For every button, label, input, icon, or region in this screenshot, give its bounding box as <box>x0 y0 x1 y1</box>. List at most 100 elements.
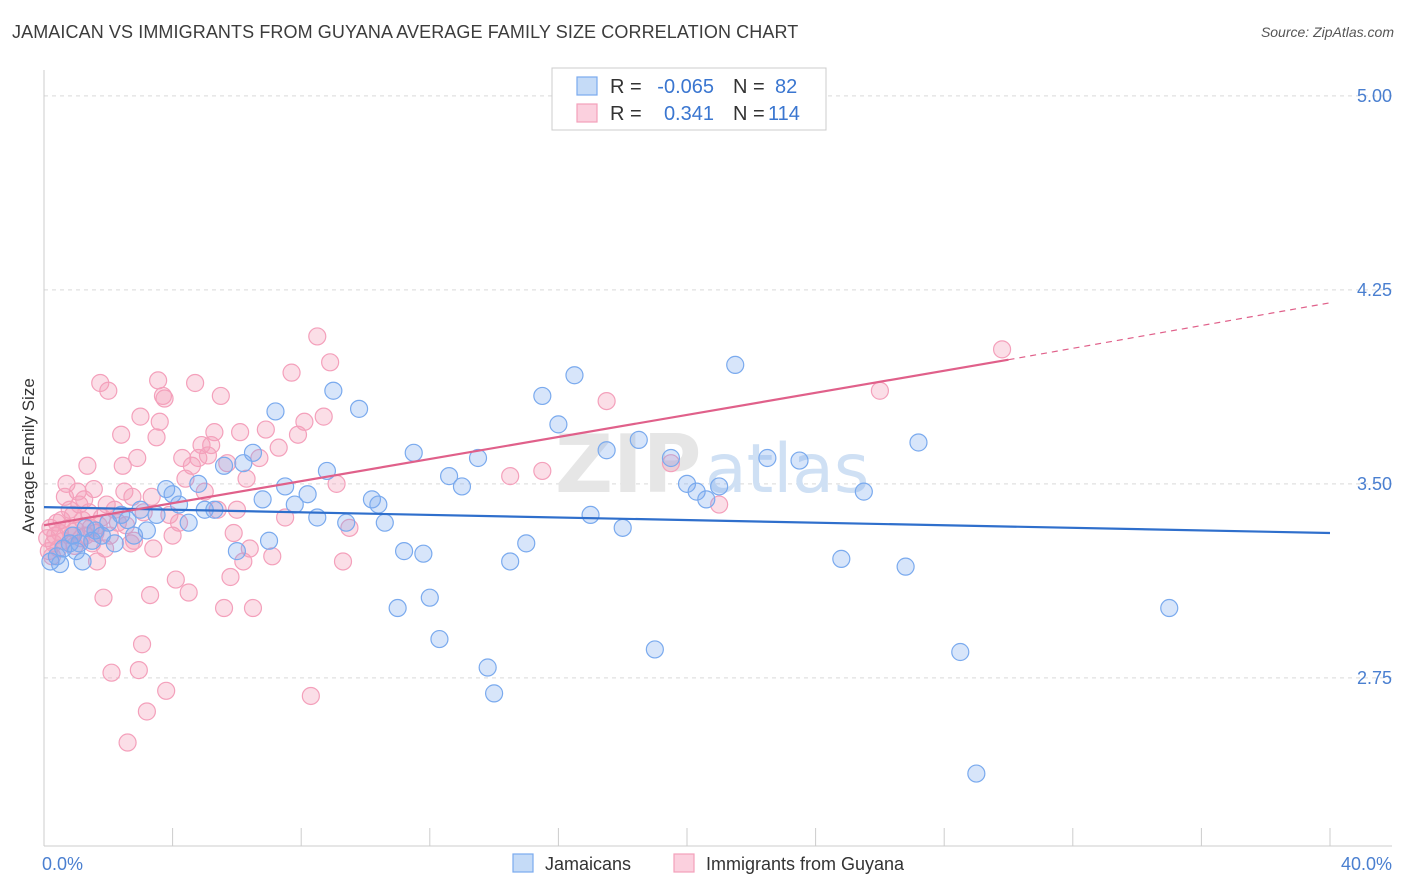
guyana-point-38 <box>99 381 118 400</box>
jamaicans-point-32 <box>253 490 272 509</box>
jamaicans-point-34 <box>266 402 285 421</box>
guyana-point-102 <box>308 327 327 346</box>
jamaicans-point-71 <box>710 477 729 496</box>
jamaicans-point-57 <box>501 552 520 571</box>
legend-swatch-jamaicans <box>576 76 598 96</box>
guyana-trend-line <box>43 358 1009 527</box>
jamaicans-point-31 <box>243 443 263 462</box>
guyana-point-62 <box>150 412 169 431</box>
stats-legend-box <box>551 67 827 131</box>
guyana-point-88 <box>231 423 250 442</box>
guyana-point-113 <box>870 381 890 400</box>
jamaicans-point-75 <box>832 549 851 568</box>
guyana-point-49 <box>123 487 142 506</box>
jamaicans-point-47 <box>394 542 414 561</box>
guyana-point-69 <box>169 513 189 532</box>
tick-labels: 2.75 3.50 4.25 5.00 0.0% 40.0% <box>42 86 1392 874</box>
guyana-point-106 <box>333 552 353 571</box>
y-tick-label-1: 3.50 <box>1357 474 1392 494</box>
jamaicans-point-80 <box>967 764 986 783</box>
jamaicans-point-24 <box>179 513 198 532</box>
guyana-point-44 <box>113 456 132 475</box>
jamaicans-point-81 <box>1160 598 1179 618</box>
jamaicans-point-59 <box>533 386 552 406</box>
jamaicans-point-76 <box>854 482 873 501</box>
jamaicans-point-63 <box>597 441 616 460</box>
chart-title: JAMAICAN VS IMMIGRANTS FROM GUYANA AVERA… <box>12 22 799 42</box>
jamaicans-point-58 <box>517 534 536 553</box>
guyana-point-94 <box>256 420 275 439</box>
guyana-point-57 <box>140 585 160 605</box>
guyana-point-54 <box>132 635 152 654</box>
legend-n-value-1: 82 <box>775 76 797 98</box>
guyana-point-97 <box>276 508 295 527</box>
guyana-point-111 <box>661 454 681 473</box>
jamaicans-point-44 <box>369 495 388 514</box>
x-tick-label-0: 0.0% <box>42 854 83 874</box>
jamaicans-point-60 <box>549 415 568 434</box>
legend-swatch-guyana <box>576 103 598 123</box>
jamaicans-point-51 <box>430 629 449 649</box>
guyana-point-100 <box>295 412 314 431</box>
y-tick-label-0: 2.75 <box>1357 668 1392 688</box>
bottom-legend-label-guyana: Immigrants from Guyana <box>706 854 905 874</box>
jamaicans-point-37 <box>298 485 317 504</box>
jamaicans-point-29 <box>227 542 246 561</box>
guyana-point-83 <box>214 598 234 618</box>
guyana-point-104 <box>321 353 340 372</box>
watermark-atlas: atlas <box>705 430 869 509</box>
guyana-point-58 <box>142 487 161 506</box>
bottom-legend-swatch-guyana <box>673 853 695 873</box>
guyana-point-92 <box>243 598 263 618</box>
guyana-point-98 <box>282 363 301 382</box>
series-jamaicans-points <box>41 355 1179 783</box>
guyana-point-47 <box>118 733 137 752</box>
guyana-point-14 <box>60 500 79 519</box>
legend-n-value-2: 114 <box>768 103 800 125</box>
guyana-point-29 <box>84 479 103 499</box>
axes <box>43 70 1392 847</box>
guyana-point-76 <box>192 435 211 455</box>
jamaicans-point-74 <box>790 451 809 470</box>
guyana-point-25 <box>78 456 97 475</box>
guyana-point-82 <box>211 386 230 406</box>
jamaicans-point-33 <box>259 531 279 550</box>
guyana-point-108 <box>501 467 520 486</box>
source-label: Source: ZipAtlas.com <box>1260 24 1394 40</box>
guyana-point-101 <box>301 686 320 706</box>
jamaicans-point-79 <box>951 642 970 662</box>
jamaicans-point-41 <box>337 513 356 532</box>
trend-lines <box>43 302 1331 535</box>
stats-legend: R = -0.065 N = 82 R = 0.341 N = 114 <box>551 67 827 131</box>
jamaicans-point-53 <box>452 477 472 496</box>
guyana-point-86 <box>224 523 243 543</box>
jamaicans-point-2 <box>50 554 70 574</box>
jamaicans-point-19 <box>137 521 156 540</box>
jamaicans-point-42 <box>349 399 369 418</box>
guyana-point-60 <box>147 428 166 447</box>
jamaicans-point-56 <box>485 684 504 703</box>
guyana-point-43 <box>112 425 131 444</box>
bottom-legend-swatch-jamaicans <box>512 853 534 873</box>
guyana-point-52 <box>129 661 148 680</box>
jamaicans-point-35 <box>276 477 295 496</box>
guyana-point-90 <box>237 469 256 488</box>
guyana-point-35 <box>94 588 113 607</box>
legend-r-label-2: R = <box>610 103 642 125</box>
guyana-point-114 <box>992 340 1012 359</box>
guyana-point-80 <box>205 423 224 442</box>
guyana-point-50 <box>124 531 144 550</box>
guyana-point-107 <box>340 518 359 537</box>
jamaicans-point-50 <box>420 588 439 607</box>
guyana-point-84 <box>218 454 237 473</box>
guyana-point-85 <box>221 567 240 587</box>
guyana-point-78 <box>198 446 218 465</box>
jamaicans-point-49 <box>414 544 433 563</box>
y-tick-label-3: 5.00 <box>1357 86 1392 106</box>
series-guyana-points <box>38 327 1012 752</box>
jamaicans-point-67 <box>661 448 681 468</box>
jamaicans-point-62 <box>581 505 600 525</box>
guyana-point-95 <box>263 547 282 566</box>
jamaicans-point-66 <box>645 640 664 659</box>
